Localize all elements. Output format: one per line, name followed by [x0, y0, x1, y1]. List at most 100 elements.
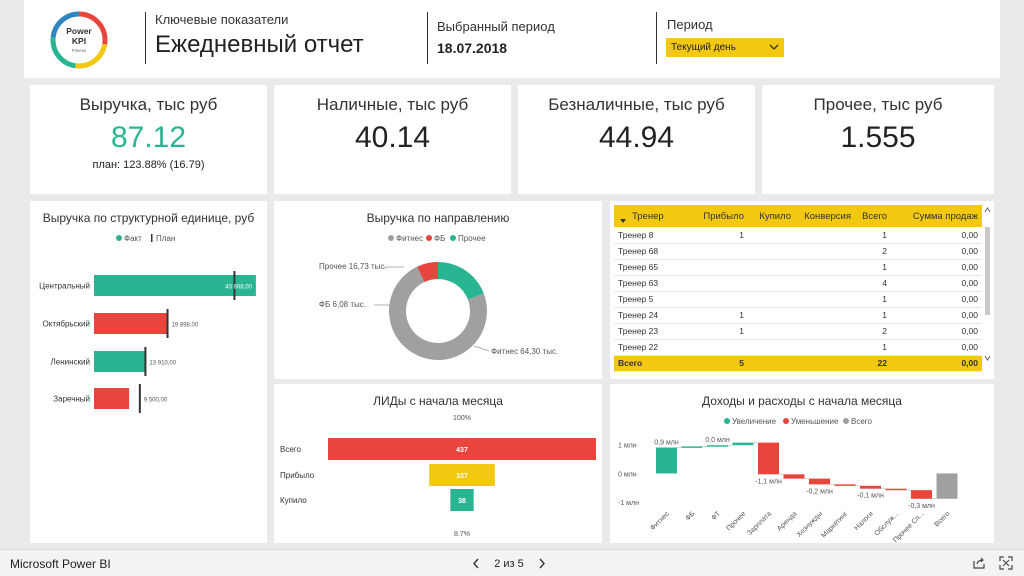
table-row[interactable]: Тренер 24 1 1 0,00	[614, 307, 982, 324]
unit-revenue-chart[interactable]: Выручка по структурной единице, руб Факт…	[30, 201, 267, 543]
donut-slice[interactable]	[389, 266, 487, 360]
share-icon[interactable]	[972, 556, 986, 570]
table-cell: 1	[696, 307, 748, 324]
waterfall: 1 млн 0 млн -1 млн 0,9 млн Фитнес ФБ 0,0 млн ФТ…	[618, 437, 958, 543]
funnel-bar[interactable]	[328, 438, 596, 460]
value-label: 9 500,00	[144, 398, 168, 404]
table-cell	[748, 355, 795, 372]
income-expense-chart[interactable]: Доходы и расходы с начала месяца Увеличе…	[610, 384, 994, 543]
table-cell: 1	[696, 227, 748, 244]
waterfall-bar[interactable]	[783, 474, 805, 479]
kpi-card-cash[interactable]: Наличные, тыс руб 40.14	[274, 85, 511, 194]
plan-marker	[166, 309, 169, 338]
column-header[interactable]: Прибыло	[696, 205, 748, 227]
waterfall-bar[interactable]	[707, 445, 728, 447]
fact-bar[interactable]	[94, 313, 168, 334]
waterfall-bar[interactable]	[732, 442, 754, 446]
chart-title: ЛИДы с начала месяца	[373, 394, 503, 408]
table-cell: 0,00	[891, 339, 982, 356]
funnel-bar[interactable]	[429, 464, 495, 486]
data-label: 0,0 млн	[705, 437, 730, 444]
period-dropdown[interactable]: Текущий день	[666, 38, 784, 57]
legend-plan-label: План	[156, 234, 175, 243]
prev-page-icon[interactable]	[472, 558, 480, 569]
data-label: -0,3 млн	[908, 503, 935, 510]
table-row[interactable]: Тренер 22 1 0,00	[614, 339, 982, 356]
table-cell: 22	[855, 355, 891, 372]
x-tick-label: Налоги	[853, 510, 875, 532]
trainers-table[interactable]: Тренер Прибыло Купило Конверсия Всего Су…	[610, 201, 994, 379]
table-cell: Тренер 5	[614, 291, 696, 308]
kpi-title: Выручка, тыс руб	[79, 95, 218, 114]
waterfall-bar[interactable]	[656, 447, 677, 474]
table-cell: 0,00	[891, 291, 982, 308]
table-row[interactable]: Тренер 63 4 0,00	[614, 275, 982, 292]
table-cell: 0,00	[891, 227, 982, 244]
kpi-card-revenue[interactable]: Выручка, тыс руб 87.12 план: 123.88% (16…	[30, 85, 267, 194]
legend-label: Увеличение	[732, 417, 777, 426]
kpi-title: Прочее, тыс руб	[813, 95, 943, 114]
scroll-down-icon[interactable]	[984, 355, 991, 361]
table-row[interactable]: Тренер 65 1 0,00	[614, 259, 982, 276]
scrollbar[interactable]	[984, 207, 991, 367]
waterfall-bar[interactable]	[860, 485, 881, 489]
fact-bar[interactable]	[94, 275, 256, 296]
donut-slice[interactable]	[438, 262, 484, 300]
waterfall-bar[interactable]	[681, 446, 703, 448]
table-cell: Тренер 63	[614, 275, 696, 292]
leader-line	[473, 345, 490, 352]
table-cell: 1	[696, 323, 748, 340]
column-header[interactable]: Купило	[748, 205, 795, 227]
donut-slice[interactable]	[417, 262, 438, 283]
value-label: 19 898,00	[172, 323, 199, 329]
report-header: Power KPI Fitness Ключевые показатели Еж…	[24, 0, 1000, 78]
table-cell: 1	[855, 339, 891, 356]
waterfall-bar[interactable]	[809, 478, 830, 485]
table-row[interactable]: Тренер 5 1 0,00	[614, 291, 982, 308]
table-row[interactable]: Тренер 68 2 0,00	[614, 243, 982, 260]
table-cell	[795, 275, 855, 292]
scroll-up-icon[interactable]	[984, 207, 991, 213]
table-row[interactable]: Всего 5 22 0,00	[614, 355, 982, 372]
waterfall-bar[interactable]	[834, 484, 856, 486]
funnel-bar[interactable]	[450, 489, 474, 511]
waterfall-bar[interactable]	[758, 442, 779, 475]
data-label: -0,2 млн	[806, 488, 833, 495]
table-cell: 0,00	[891, 259, 982, 276]
table-cell: 0,00	[891, 307, 982, 324]
logo-line1: Power	[66, 26, 92, 36]
legend-label: Всего	[851, 417, 873, 426]
direction-revenue-chart[interactable]: Выручка по направлению Фитнес ФБ Прочее …	[274, 201, 602, 379]
table-cell: Всего	[614, 355, 696, 372]
column-header[interactable]: Сумма продаж	[891, 205, 982, 227]
report-subtitle: Ключевые показатели	[155, 12, 289, 27]
fullscreen-icon[interactable]	[999, 556, 1013, 570]
table-cell: 0,00	[891, 243, 982, 260]
waterfall-bar[interactable]	[911, 490, 932, 499]
next-page-icon[interactable]	[538, 558, 546, 569]
table-cell	[696, 275, 748, 292]
x-tick-label: Прочее	[725, 510, 747, 532]
legend-marker	[450, 235, 456, 241]
leads-funnel-chart[interactable]: ЛИДы с начала месяца 100% Всего 437 Прибыл…	[274, 384, 602, 543]
kpi-card-other[interactable]: Прочее, тыс руб 1.555	[762, 85, 994, 194]
table-cell	[795, 339, 855, 356]
x-tick-label: Всего	[933, 510, 951, 528]
kpi-card-cashless[interactable]: Безналичные, тыс руб 44.94	[518, 85, 755, 194]
column-header[interactable]: Всего	[855, 205, 891, 227]
table-row[interactable]: Тренер 8 1 1 0,00	[614, 227, 982, 244]
plan-marker	[138, 384, 141, 413]
table-cell	[748, 227, 795, 244]
chart-title: Доходы и расходы с начала месяца	[702, 394, 902, 408]
total-bar[interactable]	[936, 473, 958, 499]
table-row[interactable]: Тренер 23 1 2 0,00	[614, 323, 982, 340]
legend-label: Фитнес	[396, 234, 423, 243]
scrollbar-thumb[interactable]	[985, 227, 990, 315]
column-header[interactable]: Тренер	[614, 205, 696, 227]
waterfall-svg: Увеличение Уменьшение Всего 1 млн 0 млн -1…	[618, 417, 958, 543]
waterfall-bar[interactable]	[885, 488, 907, 491]
column-header[interactable]: Конверсия	[795, 205, 855, 227]
fact-bar[interactable]	[94, 351, 146, 372]
table-cell: 0,00	[891, 275, 982, 292]
fact-bar[interactable]	[94, 388, 130, 409]
